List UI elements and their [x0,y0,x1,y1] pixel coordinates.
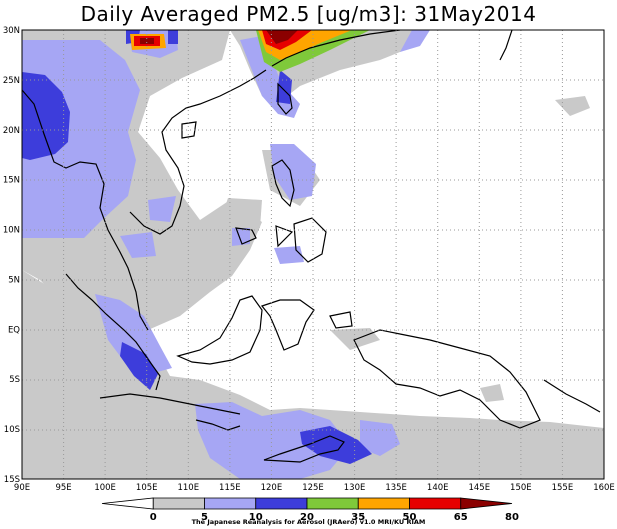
lon-tick-label: 135E [385,483,407,493]
pm25-band-lightblue [22,30,430,479]
lon-tick-label: 115E [219,483,241,493]
lon-tick-label: 145E [468,483,490,493]
graticule [22,30,604,479]
colorbar-swatch [204,497,257,510]
colorbar-level-label: 20 [300,512,314,523]
colorbar-level-label: 65 [454,512,468,523]
colorbar-labels: 0 5 10 20 35 50 65 80 [150,512,519,523]
colorbar-level-label: 35 [351,512,365,523]
lon-tick-label: 125E [302,483,324,493]
lon-tick-label: 155E [552,483,574,493]
map-frame [21,29,605,480]
lon-tick-label: 105E [136,483,158,493]
lon-tick-label: 100E [94,483,116,493]
colorbar-level-label: 80 [505,512,519,523]
colorbar-swatch [357,497,410,510]
colorbar-swatch [255,497,308,510]
lat-tick-label: 30N [3,26,20,36]
lat-tick-label: 10S [4,425,20,435]
lat-tick-label: 5N [8,275,20,285]
lat-tick-label: EQ [8,325,20,335]
lon-tick-label: 150E [510,483,532,493]
colorbar [101,497,513,510]
latitude-labels: 15S 10S 5S EQ 5N 10N 15N 20N 25N 30N [3,26,20,485]
lon-tick-label: 90E [14,483,30,493]
lat-tick-label: 25N [3,76,20,86]
lon-tick-label: 140E [427,483,449,493]
colorbar-swatch [460,497,513,510]
colorbar-level-label: 5 [201,512,208,523]
longitude-labels: 90E 95E 100E 105E 110E 115E 120E 125E 130E 135E 14… [14,483,615,493]
lon-tick-label: 110E [177,483,199,493]
lon-tick-label: 130E [344,483,366,493]
lon-tick-label: 160E [593,483,615,493]
lon-tick-label: 95E [55,483,71,493]
lon-tick-label: 120E [261,483,283,493]
lat-tick-label: 20N [3,126,20,136]
colorbar-level-label: 0 [150,512,157,523]
lat-tick-label: 10N [3,226,20,236]
colorbar-level-label: 50 [403,512,417,523]
colorbar-swatch [409,497,462,510]
map-title: Daily Averaged PM2.5 [ug/m3]: 31May2014 [80,2,537,26]
colorbar-swatch [101,497,154,510]
pm25-band-darkred [140,30,298,44]
colorbar-swatch [306,497,359,510]
lat-tick-label: 5S [9,375,20,385]
credit-text: The Japanese Reanalysis for Aerosol (JRA… [191,518,426,526]
lat-tick-label: 15S [4,475,20,485]
colorbar-level-label: 10 [249,512,263,523]
lat-tick-label: 15N [3,176,20,186]
colorbar-swatch [152,497,205,510]
aerosol-field [22,30,604,479]
